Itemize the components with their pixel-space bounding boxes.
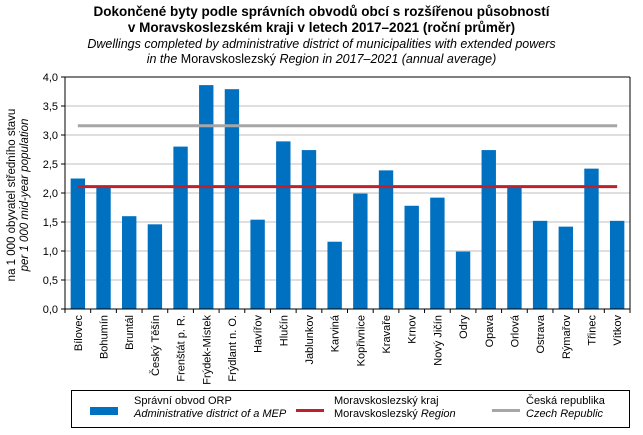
x-tick-label: Bohumín — [99, 315, 111, 359]
legend-label-region: Moravskoslezský kraj — [334, 395, 439, 407]
legend-swatch-region — [296, 409, 324, 412]
subtitle-prefix: in the — [146, 52, 178, 66]
x-tick-label: Třinec — [586, 315, 598, 346]
chart-subtitle-line2: in the Moravskoslezský Region in 2017–20… — [0, 52, 643, 67]
bar-2 — [122, 216, 137, 309]
bar-0 — [70, 178, 86, 309]
bar-19 — [558, 226, 573, 309]
legend-label-cr: Česká republika — [526, 395, 605, 407]
legend-item-cr: Česká republika Czech Republic — [526, 395, 605, 421]
y-tick-label: 4,0 — [43, 72, 58, 84]
subtitle-suffix: Region in 2017–2021 (annual average) — [279, 52, 497, 66]
legend-label-orp: Správní obvod ORP — [134, 395, 232, 407]
x-tick-label: Kravaře — [381, 315, 393, 354]
legend-swatch-orp — [90, 407, 118, 415]
y-tick-label: 3,0 — [43, 130, 58, 142]
bar-13 — [404, 205, 419, 309]
chart-title-line2: v Moravskoslezském kraji v letech 2017–2… — [127, 20, 516, 35]
bar-9 — [301, 150, 317, 309]
y-tick-label: 0,0 — [43, 304, 58, 316]
x-tick-label: Opava — [484, 314, 496, 347]
x-tick-label: Frýdek-Místek — [201, 315, 213, 385]
bar-8 — [276, 141, 291, 309]
legend-item-region: Moravskoslezský kraj Moravskoslezský Reg… — [334, 395, 456, 421]
bar-10 — [327, 241, 342, 309]
y-tick-label: 2,5 — [43, 159, 58, 171]
y-tick-label: 1,5 — [43, 217, 58, 229]
bar-4 — [173, 146, 188, 309]
bar-18 — [532, 220, 548, 309]
y-tick-label: 0,5 — [43, 275, 58, 287]
x-tick-label: Frenštát p. R. — [176, 315, 188, 382]
bar-7 — [250, 219, 265, 309]
bar-14 — [430, 197, 445, 309]
x-tick-label: Český Těšín — [149, 315, 162, 376]
bar-21 — [609, 220, 625, 309]
x-tick-label: Frýdlant n. O. — [227, 315, 239, 382]
x-tick-label: Krnov — [407, 315, 419, 344]
x-tick-label: Ostrava — [535, 314, 547, 353]
bar-5 — [199, 85, 214, 310]
legend-label-cr-en: Czech Republic — [526, 408, 604, 420]
bar-17 — [507, 187, 522, 309]
x-tick-label: Orlová — [509, 314, 521, 347]
x-tick-label: Bílovec — [73, 315, 85, 352]
bar-12 — [378, 170, 394, 309]
x-tick-label: Havířov — [253, 315, 265, 353]
bar-3 — [147, 224, 163, 309]
chart-subtitle: Dwellings completed by administrative di… — [87, 37, 556, 51]
bar-15 — [455, 251, 471, 309]
legend: Správní obvod ORP Administrative distric… — [71, 390, 630, 428]
x-tick-label: Nový Jičín — [432, 315, 444, 366]
x-tick-label: Rýmařov — [561, 315, 573, 360]
x-tick-label: Vítkov — [612, 315, 624, 346]
y-tick-label: 3,5 — [43, 101, 58, 113]
bar-6 — [224, 89, 240, 310]
chart-title: Dokončené byty podle správních obvodů ob… — [93, 4, 550, 19]
x-tick-label: Karviná — [330, 314, 342, 352]
x-tick-label: Odry — [458, 315, 470, 339]
x-tick-label: Bruntál — [124, 315, 136, 350]
legend-label-orp-en: Administrative district of a MEP — [134, 408, 287, 420]
x-tick-label: Kopřivnice — [355, 315, 367, 366]
legend-item-orp: Správní obvod ORP Administrative distric… — [134, 395, 286, 421]
x-tick-label: Hlučín — [278, 315, 290, 346]
bar-11 — [353, 193, 368, 309]
legend-label-region-en: Moravskoslezský Region — [334, 408, 456, 421]
bar-1 — [96, 187, 111, 309]
legend-label-region-en-suffix: Region — [420, 408, 456, 420]
legend-swatch-cr — [492, 409, 520, 412]
x-tick-label: Jablunkov — [304, 315, 316, 365]
legend-label-region-en-prefix: Moravskoslezský — [334, 408, 418, 420]
subtitle-region: Moravskoslezský — [180, 52, 276, 66]
bar-16 — [481, 150, 496, 309]
bar-20 — [584, 168, 599, 309]
y-tick-label: 1,0 — [43, 246, 58, 258]
bar-chart: 0,0 0,5 1,0 1,5 2,0 2,5 3,0 3,5 4,0 Bílovec Bohumí… — [43, 72, 631, 385]
y-tick-label: 2,0 — [43, 188, 58, 200]
